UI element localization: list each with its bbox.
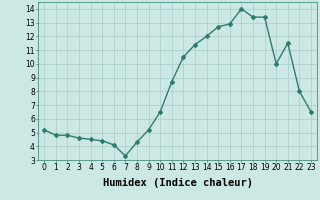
X-axis label: Humidex (Indice chaleur): Humidex (Indice chaleur)	[103, 178, 252, 188]
